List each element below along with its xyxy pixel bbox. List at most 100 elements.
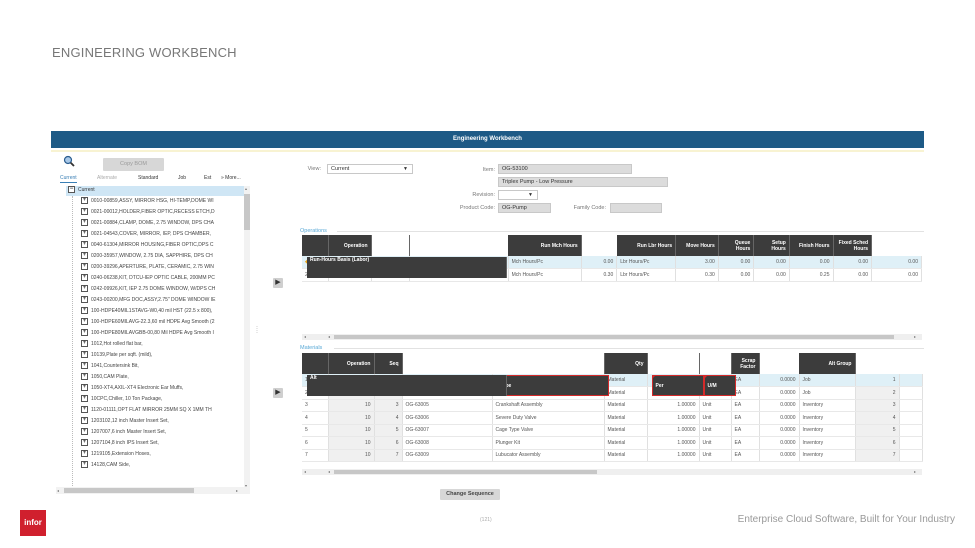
tree-item[interactable]: +1219105,Extension Hoses, bbox=[81, 450, 151, 458]
scroll-left-icon[interactable]: ◂ bbox=[57, 488, 60, 493]
column-header-per[interactable]: Per bbox=[652, 375, 705, 396]
column-header-move-hours[interactable]: Move Hours bbox=[675, 235, 719, 256]
column-header-operation[interactable]: Operation bbox=[328, 235, 372, 256]
tree-item[interactable]: +10139,Plate per sqft. (mild), bbox=[81, 351, 153, 359]
tree-item[interactable]: +0200-39296,APERTURE, PLATE, CERAMIC, 2.… bbox=[81, 263, 214, 271]
tree-item[interactable]: +0021-00884,CLAMP, DOME, 2.75 WINDOW, DP… bbox=[81, 219, 215, 227]
panel-splitter-handle[interactable]: · · · · bbox=[256, 324, 258, 336]
tree-item[interactable]: +0021-04543,COVER, MIRROR, IEP, DPS CHAM… bbox=[81, 230, 211, 238]
table-row[interactable]: 4 10 4 OG-63006 Severe Duty Valve Materi… bbox=[302, 411, 923, 425]
scrollbar-thumb[interactable] bbox=[334, 335, 894, 339]
tab-est[interactable]: Est bbox=[204, 175, 212, 181]
column-header-qty[interactable]: Qty bbox=[604, 353, 648, 374]
column-header-queue-hours[interactable]: Queue Hours bbox=[718, 235, 755, 256]
tree-item[interactable]: +1050-XT4,AXIL-XT4 Electronic Ear Muffs, bbox=[81, 384, 184, 392]
tree-item[interactable]: +0242-09926,KIT, IEP 2.75 DOME WINDOW, W… bbox=[81, 285, 216, 293]
tree-item[interactable]: +100-HDPE40MIL1STAVG-W0,40 mil HST (22.5… bbox=[81, 307, 213, 315]
expand-icon[interactable]: + bbox=[81, 230, 88, 238]
expand-icon[interactable]: + bbox=[81, 241, 88, 249]
tree-item[interactable]: +0040-61304,MIRROR HOUSING,FIBER OPTIC,D… bbox=[81, 241, 214, 249]
tree-item[interactable]: +1050,CAM Plate, bbox=[81, 373, 129, 381]
expand-icon[interactable]: + bbox=[81, 428, 88, 436]
operations-horizontal-scrollbar[interactable]: ◂ ◂ ▸ bbox=[302, 334, 922, 340]
tab-current[interactable]: Current bbox=[60, 175, 77, 183]
tree-item[interactable]: +1207007,6 inch Master Insert Set, bbox=[81, 428, 167, 436]
operations-side-action-button[interactable]: ▶ bbox=[273, 278, 283, 288]
expand-icon[interactable]: + bbox=[81, 373, 88, 381]
tree-item[interactable]: +10CPC,Chiller, 10 Ton Package, bbox=[81, 395, 163, 403]
column-header-alt[interactable]: Alt bbox=[307, 375, 507, 396]
expand-icon[interactable]: + bbox=[81, 439, 88, 447]
expand-icon[interactable]: + bbox=[81, 252, 88, 260]
scrollbar-thumb[interactable] bbox=[244, 194, 250, 230]
family-code-field[interactable] bbox=[610, 203, 662, 213]
expand-icon[interactable]: + bbox=[81, 219, 88, 227]
column-header-alt-group[interactable]: Alt Group bbox=[799, 353, 856, 374]
column-header-seq[interactable]: Seq bbox=[374, 353, 403, 374]
tree-item[interactable]: +0243-00200,MFG DOC,ASSY,2.75" DOME WIND… bbox=[81, 296, 216, 304]
tree-item[interactable]: +0200-35957,WINDOW, 2.75 DIA, SAPPHIRE, … bbox=[81, 252, 213, 260]
tree-item[interactable]: +100-HDPE60MILAVG-22.3,60 mil HDPE Avg S… bbox=[81, 318, 215, 326]
expand-icon[interactable]: + bbox=[81, 395, 88, 403]
collapse-icon[interactable]: − bbox=[68, 186, 75, 193]
expand-icon[interactable]: + bbox=[81, 351, 88, 359]
scroll-right-icon[interactable]: ▸ bbox=[914, 334, 917, 339]
column-header-um[interactable]: U/M bbox=[704, 375, 737, 396]
row-indicator[interactable]: 7 bbox=[302, 449, 329, 462]
column-header-scrap-factor[interactable]: Scrap Factor bbox=[731, 353, 760, 374]
table-row[interactable]: 6 10 6 OG-63008 Plunger Kit Material 1.0… bbox=[302, 436, 923, 450]
expand-icon[interactable]: + bbox=[81, 340, 88, 348]
expand-icon[interactable]: + bbox=[81, 362, 88, 370]
scrollbar-thumb[interactable] bbox=[334, 470, 597, 474]
tree-item[interactable]: +0021-00012,HOLDER,FIBER OPTIC,RECESS ET… bbox=[81, 208, 215, 216]
tree-item[interactable]: +1012,Hot rolled flat bar, bbox=[81, 340, 143, 348]
materials-side-action-button[interactable]: ▶ bbox=[273, 388, 283, 398]
tree-item[interactable]: +1120-01111,OPT FLAT MIRROR 25MM SQ X 1M… bbox=[81, 406, 212, 414]
tree-item[interactable]: +1207104,8 inch IPS Insert Set, bbox=[81, 439, 159, 447]
tree-item[interactable]: +0240-06238,KIT, DTCU-IEP OPTIC CABLE, 2… bbox=[81, 274, 215, 282]
column-header-operation[interactable]: Operation bbox=[328, 353, 375, 374]
table-row[interactable]: 3 10 3 OG-63005 Crankshaft Assembly Mate… bbox=[302, 399, 923, 412]
tab-job[interactable]: Job bbox=[178, 175, 187, 181]
expand-icon[interactable]: + bbox=[81, 274, 88, 282]
scroll-left-icon[interactable]: ◂ bbox=[328, 334, 331, 339]
expand-icon[interactable]: + bbox=[81, 450, 88, 458]
revision-dropdown[interactable]: ▼ bbox=[498, 190, 538, 200]
expand-icon[interactable]: + bbox=[81, 417, 88, 425]
product-code-field[interactable]: OG-Pump bbox=[498, 203, 551, 213]
tree-item[interactable]: +0010-00859,ASSY, MIRROR HSG, HI-TEMP,DO… bbox=[81, 197, 214, 205]
expand-icon[interactable]: + bbox=[81, 197, 88, 205]
tree-item[interactable]: +1203102,12 inch Master Insert Set, bbox=[81, 417, 169, 425]
scroll-up-icon[interactable]: ▴ bbox=[245, 186, 248, 191]
expand-icon[interactable]: + bbox=[81, 296, 88, 304]
expand-icon[interactable]: + bbox=[81, 307, 88, 315]
scroll-left-icon[interactable]: ◂ bbox=[304, 334, 307, 339]
column-header-setup-hours[interactable]: Setup Hours bbox=[753, 235, 790, 256]
row-indicator[interactable]: 5 bbox=[302, 424, 329, 437]
column-header-run-lbr-hours[interactable]: Run Lbr Hours bbox=[616, 235, 677, 256]
expand-icon[interactable]: + bbox=[81, 285, 88, 293]
expand-icon[interactable]: + bbox=[81, 406, 88, 414]
tree-root-current[interactable]: − Current bbox=[66, 186, 248, 196]
row-indicator[interactable]: 3 bbox=[302, 399, 329, 412]
tree-horizontal-scrollbar[interactable]: ◂ ▸ bbox=[56, 487, 250, 494]
tab-more[interactable]: » More... bbox=[221, 175, 241, 181]
scroll-left-icon[interactable]: ◂ bbox=[328, 469, 331, 474]
expand-icon[interactable]: + bbox=[81, 384, 88, 392]
scroll-down-icon[interactable]: ▾ bbox=[245, 483, 248, 488]
expand-icon[interactable]: + bbox=[81, 263, 88, 271]
search-icon[interactable] bbox=[63, 155, 75, 167]
change-sequence-button[interactable]: Change Sequence bbox=[440, 489, 500, 500]
copy-bom-button[interactable]: Copy BOM bbox=[103, 158, 164, 171]
tab-alternate[interactable]: Alternate bbox=[97, 175, 118, 181]
table-row[interactable]: 5 10 5 OG-63007 Cage Type Valve Material… bbox=[302, 424, 923, 437]
expand-icon[interactable]: + bbox=[81, 329, 88, 337]
column-header-finish-hours[interactable]: Finish Hours bbox=[789, 235, 834, 256]
column-header-run-mch-hours[interactable]: Run Mch Hours bbox=[508, 235, 582, 256]
tree-item[interactable]: +14128,CAM Side, bbox=[81, 461, 131, 469]
expand-icon[interactable]: + bbox=[81, 461, 88, 469]
expand-icon[interactable]: + bbox=[81, 318, 88, 326]
tree-item[interactable]: +100-HDPE80MILAVGBB-00,80 Mil HDPE Avg S… bbox=[81, 329, 214, 337]
scroll-right-icon[interactable]: ▸ bbox=[914, 469, 917, 474]
tab-standard[interactable]: Standard bbox=[138, 175, 159, 181]
